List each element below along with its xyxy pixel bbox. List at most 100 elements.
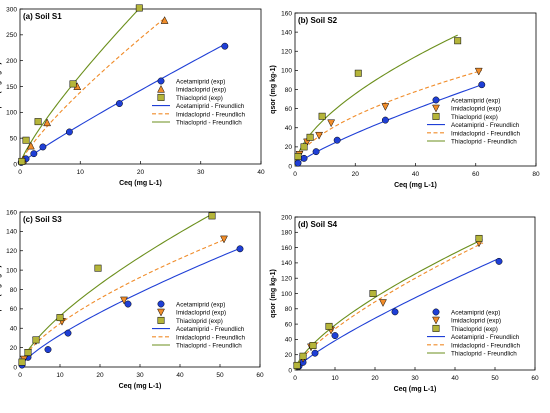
y-tick-label: 0 [13, 161, 17, 168]
legend-label: Acetamiprid - Freundlich [176, 326, 245, 333]
legend: Acetamiprid (exp)Imidacloprid (exp)Thiac… [427, 308, 520, 358]
data-point [312, 148, 320, 156]
legend: Acetamiprid (exp)Imidacloprid (exp)Thiac… [152, 77, 245, 127]
y-tick-label: 0 [13, 364, 17, 371]
y-tick-label: 60 [285, 106, 293, 113]
series-line [294, 257, 500, 371]
y-axis-label: qsor (mg kg-1) [270, 269, 277, 318]
data-point [299, 352, 307, 360]
data-point [294, 152, 302, 160]
y-tick-label: 0 [288, 367, 292, 374]
legend: Acetamiprid (exp)Imidacloprid (exp)Thiac… [152, 300, 245, 350]
legend-marker [432, 96, 440, 104]
x-tick-label: 10 [331, 375, 339, 382]
legend-marker [157, 300, 165, 308]
series-line [19, 247, 241, 368]
y-tick-label: 160 [281, 10, 292, 17]
y-tick-label: 120 [281, 49, 292, 56]
series-line [19, 17, 165, 165]
x-tick-label: 10 [77, 169, 85, 176]
data-point [120, 296, 128, 305]
y-tick-label: 160 [281, 245, 292, 252]
x-tick-label: 30 [197, 169, 205, 176]
data-point [18, 358, 26, 366]
x-tick-label: 20 [137, 169, 145, 176]
legend-label: Acetamiprid - Freundlich [451, 334, 520, 341]
data-point [220, 235, 228, 244]
x-tick-label: 20 [96, 372, 104, 379]
x-tick-label: 40 [257, 169, 265, 176]
legend-label: Thiacloprid (exp) [451, 114, 498, 121]
y-tick-label: 40 [285, 125, 293, 132]
data-point [369, 290, 377, 297]
legend-label: Acetamiprid (exp) [451, 98, 500, 105]
x-tick-label: 40 [176, 372, 184, 379]
x-tick-label: 10 [56, 372, 64, 379]
x-tick-label: 0 [293, 171, 297, 178]
series-line [294, 240, 480, 371]
data-point [474, 67, 483, 76]
panel-title: (a) Soil S1 [23, 12, 62, 21]
data-point [306, 133, 314, 141]
legend-marker [432, 324, 440, 332]
legend-marker [432, 316, 440, 325]
y-tick-label: 0 [288, 163, 292, 170]
data-point [236, 245, 244, 253]
y-axis-label: qsor (mg kg-1) [0, 62, 2, 111]
legend-label: Imidacloprid (exp) [176, 87, 226, 94]
y-tick-label: 250 [6, 32, 17, 39]
legend: Acetamiprid (exp)Imidacloprid (exp)Thiac… [427, 96, 520, 146]
data-point [381, 103, 390, 111]
y-tick-label: 80 [285, 87, 293, 94]
chart-panel-1: 0 10 20 30 40 0 50 100 150 200 250 300 (a) Soil S1 Ce… [0, 4, 265, 187]
data-point [56, 314, 64, 322]
legend-label: Acetamiprid - Freundlich [176, 103, 245, 110]
y-tick-label: 60 [10, 306, 18, 313]
panel-title: (d) Soil S4 [298, 220, 338, 229]
data-point [475, 234, 483, 242]
data-point [135, 4, 143, 12]
x-tick-label: 60 [472, 171, 480, 178]
data-point [221, 42, 229, 50]
x-tick-label: 30 [136, 372, 144, 379]
data-point [454, 37, 462, 45]
data-point [331, 332, 339, 340]
legend-label: Acetamiprid - Freundlich [451, 122, 520, 129]
data-point [208, 212, 216, 220]
data-point [124, 300, 132, 308]
data-point [495, 257, 503, 265]
legend-marker [157, 93, 165, 101]
data-point [327, 119, 336, 128]
x-tick-label: 40 [412, 171, 420, 178]
x-tick-label: 0 [18, 169, 22, 176]
legend-label: Imidacloprid (exp) [451, 106, 501, 113]
data-point [333, 136, 341, 144]
legend-marker [157, 77, 165, 85]
y-tick-label: 200 [6, 58, 17, 65]
legend-label: Imidacloprid - Freundlich [451, 342, 520, 349]
series-line [19, 43, 226, 165]
data-point [293, 361, 301, 369]
y-tick-label: 80 [285, 306, 293, 313]
y-tick-label: 140 [281, 260, 292, 267]
y-tick-label: 160 [6, 209, 17, 216]
legend-label: Imidacloprid - Freundlich [451, 130, 520, 137]
x-tick-label: 50 [216, 372, 224, 379]
y-tick-label: 100 [281, 291, 292, 298]
x-axis-label: Ceq (mg L-1) [119, 180, 162, 187]
data-point [381, 116, 389, 124]
series-line [294, 69, 482, 167]
y-tick-label: 200 [281, 214, 292, 221]
legend-label: Acetamiprid (exp) [176, 79, 225, 86]
y-tick-label: 20 [10, 345, 18, 352]
y-tick-label: 120 [6, 248, 17, 255]
data-point [26, 141, 35, 150]
legend-label: Acetamiprid (exp) [451, 310, 500, 317]
chart-panel-4: 0 10 20 30 40 50 60 0 20 40 60 80 100 120 140 160 180 200… [270, 214, 539, 393]
y-axis-label: qsor (mg kg-1) [0, 265, 2, 314]
y-tick-label: 140 [281, 29, 292, 36]
legend-label: Thiacloprid - Freundlich [451, 351, 517, 358]
y-tick-label: 40 [285, 337, 293, 344]
data-point [325, 322, 333, 330]
